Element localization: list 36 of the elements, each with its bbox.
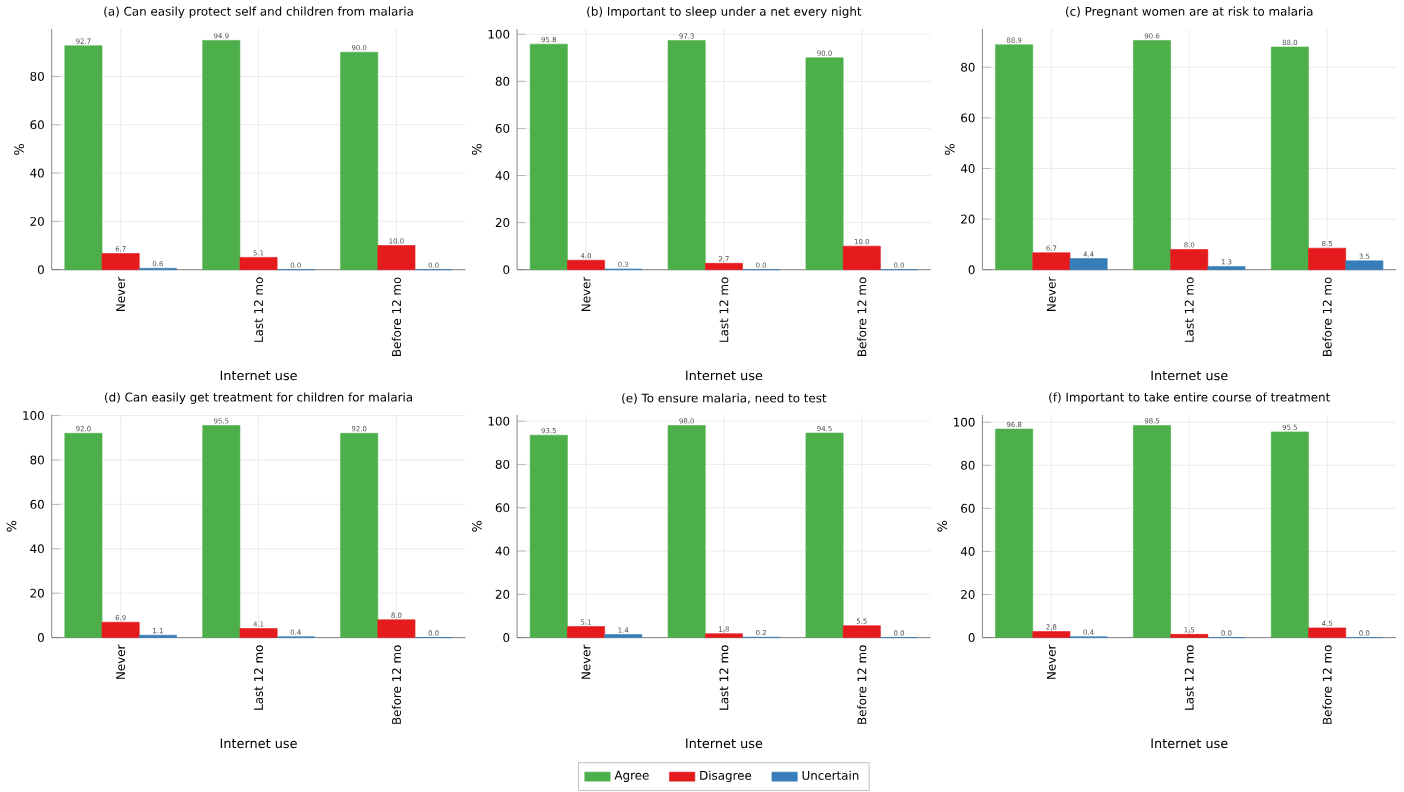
bar [202,424,241,638]
bar [101,252,140,270]
bar [805,57,844,270]
bar [202,39,241,270]
bar [529,43,568,270]
bar [1308,627,1347,638]
bar [340,432,379,638]
bar [567,625,605,638]
bar [842,625,881,638]
bar [239,627,278,638]
bar [667,424,706,638]
bar [1133,39,1171,270]
bar [1270,46,1309,270]
bar [1308,247,1347,270]
bar [995,44,1034,270]
bar [64,45,103,270]
bar [1032,630,1071,638]
bar [377,619,416,638]
bar [1069,257,1108,270]
bar [340,51,379,270]
bar [567,259,605,270]
bar [1270,431,1309,638]
bar [842,245,881,270]
bar [1032,252,1071,270]
bar [101,621,140,638]
bar [377,244,416,270]
bar [1345,260,1384,270]
bar [239,256,278,270]
bar [667,39,706,270]
bar [1170,248,1209,270]
bar [529,434,568,638]
bar [1133,424,1171,638]
bar [995,428,1034,638]
bar [64,432,103,638]
bar [704,262,743,270]
bar [805,432,844,638]
